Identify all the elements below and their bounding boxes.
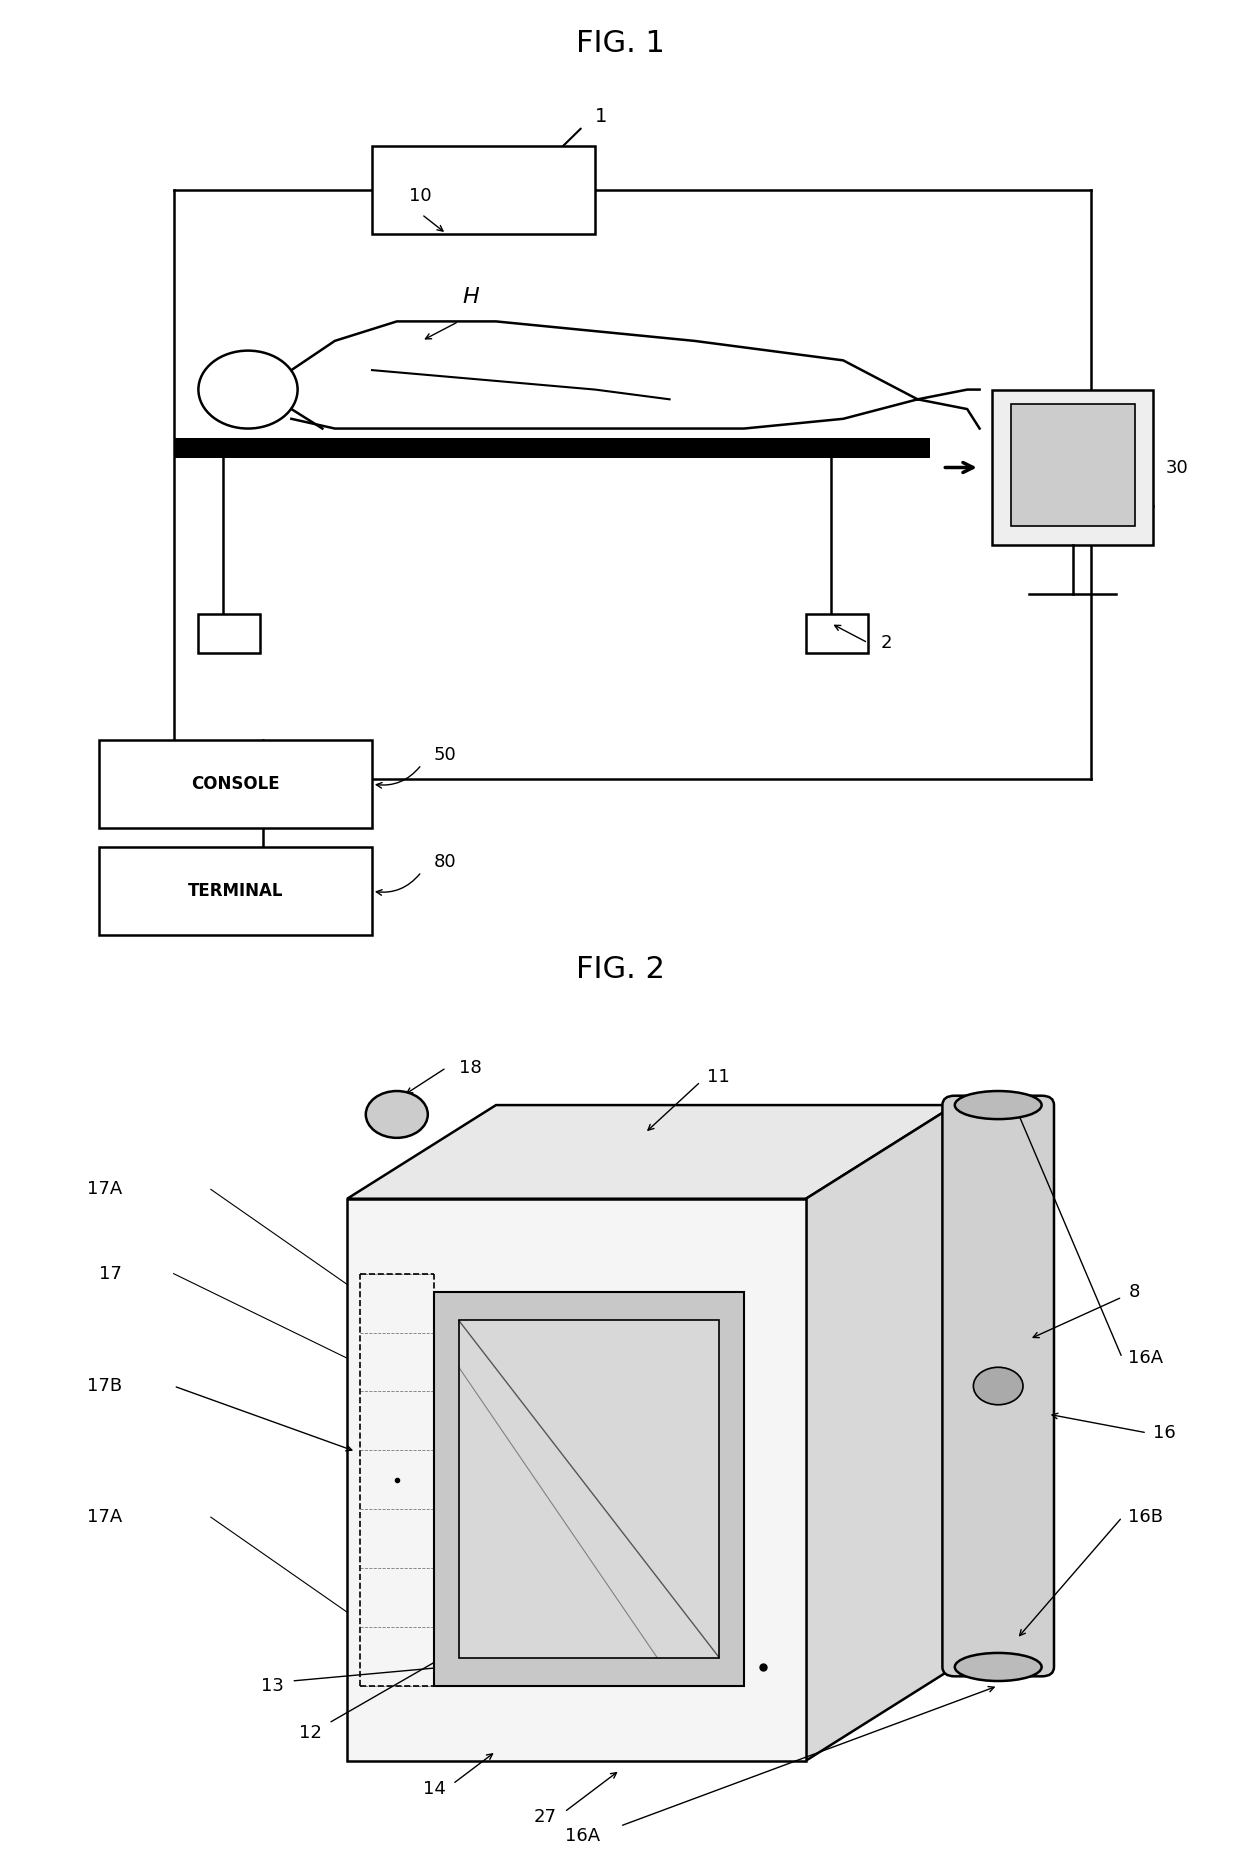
Circle shape — [366, 1090, 428, 1137]
Bar — [1011, 405, 1135, 526]
Polygon shape — [459, 1320, 719, 1658]
Polygon shape — [347, 1105, 955, 1199]
Text: 17B: 17B — [87, 1377, 122, 1395]
Text: 10: 10 — [409, 187, 432, 204]
Bar — [992, 390, 1153, 545]
Text: FIG. 2: FIG. 2 — [575, 955, 665, 983]
Text: 30: 30 — [1166, 459, 1188, 476]
Text: 13: 13 — [262, 1676, 284, 1695]
Text: 2: 2 — [880, 633, 892, 652]
Text: 12: 12 — [299, 1723, 321, 1742]
Polygon shape — [806, 1105, 955, 1761]
Polygon shape — [347, 1199, 806, 1761]
Text: 17A: 17A — [87, 1180, 122, 1199]
Text: 17: 17 — [99, 1264, 122, 1283]
Text: 18: 18 — [459, 1058, 481, 1077]
Bar — [174, 438, 930, 457]
Text: 14: 14 — [423, 1779, 445, 1798]
Text: H: H — [463, 287, 480, 307]
Text: 16B: 16B — [1128, 1508, 1163, 1526]
Text: 80: 80 — [434, 852, 456, 871]
Ellipse shape — [955, 1654, 1042, 1682]
Text: 1: 1 — [595, 107, 608, 125]
Text: 27: 27 — [534, 1807, 557, 1826]
Text: CONSOLE: CONSOLE — [191, 775, 280, 792]
Bar — [198, 614, 260, 652]
Text: 11: 11 — [707, 1068, 729, 1086]
Bar — [99, 740, 372, 828]
Text: 16A: 16A — [1128, 1349, 1163, 1367]
Bar — [372, 146, 595, 234]
Text: 17A: 17A — [87, 1508, 122, 1526]
Bar — [99, 847, 372, 935]
Text: 8: 8 — [1128, 1283, 1140, 1302]
Text: TERMINAL: TERMINAL — [187, 882, 284, 901]
Text: 16A: 16A — [565, 1826, 600, 1845]
Bar — [806, 614, 868, 652]
Text: 50: 50 — [434, 745, 456, 764]
FancyBboxPatch shape — [942, 1096, 1054, 1676]
Text: 16: 16 — [1153, 1423, 1176, 1442]
Ellipse shape — [955, 1090, 1042, 1118]
Text: FIG. 1: FIG. 1 — [575, 30, 665, 58]
Circle shape — [973, 1367, 1023, 1405]
Polygon shape — [434, 1292, 744, 1686]
